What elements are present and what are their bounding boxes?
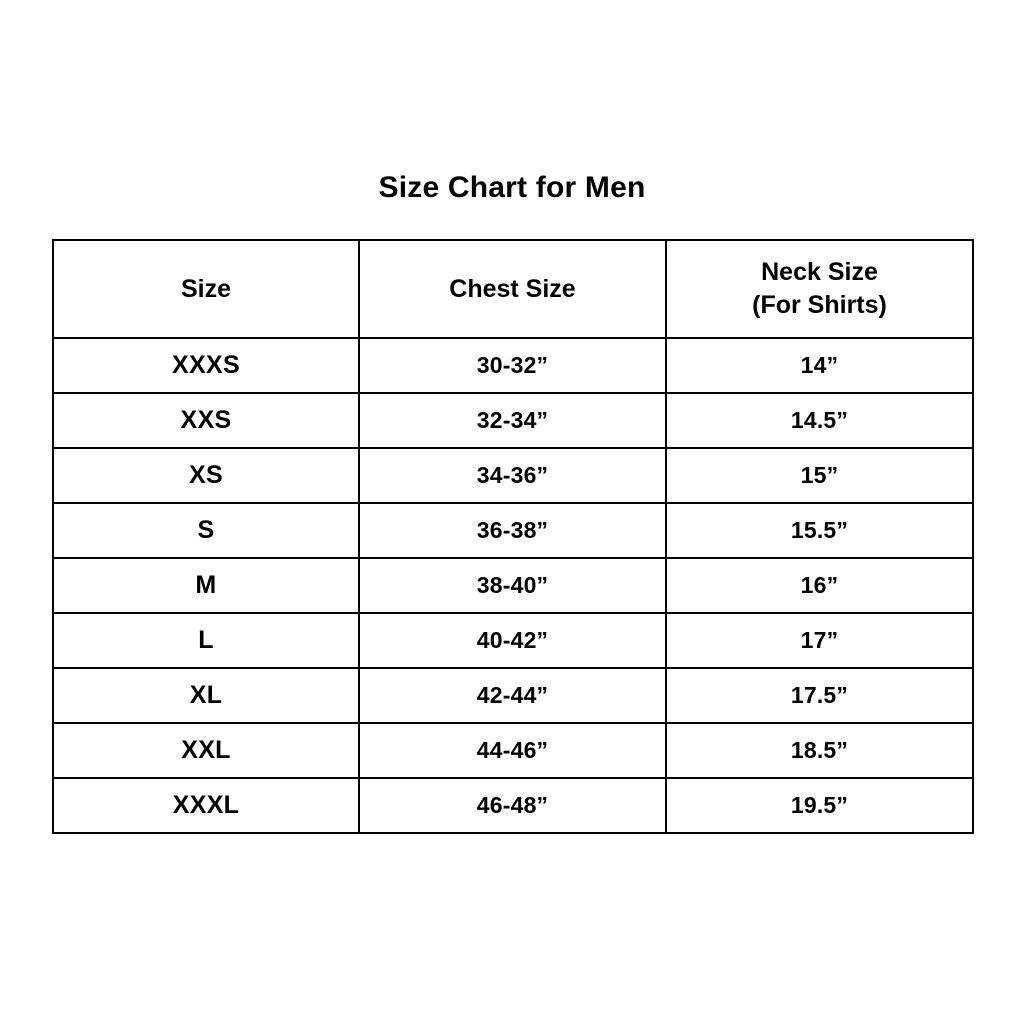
table-row: S 36-38” 15.5” xyxy=(52,502,974,559)
table-body: XXXS 30-32” 14” XXS 32-34” 14.5” XS 34-3… xyxy=(52,337,974,834)
cell-neck: 19.5” xyxy=(665,777,974,834)
column-header-neck-size-line-2: (For Shirts) xyxy=(752,291,887,319)
table-row: M 38-40” 16” xyxy=(52,557,974,614)
cell-size: XL xyxy=(52,667,360,724)
cell-neck: 15” xyxy=(665,447,974,504)
column-header-neck-size: Neck Size (For Shirts) xyxy=(665,239,974,339)
column-header-chest-size: Chest Size xyxy=(358,239,667,339)
column-header-size-line-1: Size xyxy=(180,274,232,303)
cell-chest: 30-32” xyxy=(358,337,667,394)
cell-size: L xyxy=(52,612,360,669)
cell-neck: 17.5” xyxy=(665,667,974,724)
cell-neck: 17” xyxy=(665,612,974,669)
column-header-chest-size-line-1: Chest Size xyxy=(449,274,576,303)
column-header-neck-size-line-1: Neck Size xyxy=(761,258,878,286)
cell-chest: 38-40” xyxy=(358,557,667,614)
cell-chest: 34-36” xyxy=(358,447,667,504)
cell-neck: 18.5” xyxy=(665,722,974,779)
cell-neck: 14.5” xyxy=(665,392,974,449)
table-row: XXL 44-46” 18.5” xyxy=(52,722,974,779)
table-row: XXXL 46-48” 19.5” xyxy=(52,777,974,834)
cell-chest: 36-38” xyxy=(358,502,667,559)
size-chart-table-container: Size Chest Size Neck Size (For Shirts) X… xyxy=(52,239,974,834)
cell-size: XXXS xyxy=(52,337,360,394)
cell-size: S xyxy=(52,502,360,559)
cell-size: M xyxy=(52,557,360,614)
table-header-row: Size Chest Size Neck Size (For Shirts) xyxy=(52,239,974,339)
cell-chest: 44-46” xyxy=(358,722,667,779)
cell-size: XXL xyxy=(52,722,360,779)
cell-chest: 40-42” xyxy=(358,612,667,669)
cell-neck: 15.5” xyxy=(665,502,974,559)
cell-size: XS xyxy=(52,447,360,504)
size-chart-table: Size Chest Size Neck Size (For Shirts) X… xyxy=(52,239,974,834)
table-row: XXXS 30-32” 14” xyxy=(52,337,974,394)
table-row: XL 42-44” 17.5” xyxy=(52,667,974,724)
page-title: Size Chart for Men xyxy=(378,171,646,204)
cell-chest: 46-48” xyxy=(358,777,667,834)
cell-size: XXXL xyxy=(52,777,360,834)
table-row: L 40-42” 17” xyxy=(52,612,974,669)
table-row: XS 34-36” 15” xyxy=(52,447,974,504)
cell-neck: 16” xyxy=(665,557,974,614)
column-header-size: Size xyxy=(52,239,360,339)
cell-chest: 32-34” xyxy=(358,392,667,449)
cell-neck: 14” xyxy=(665,337,974,394)
cell-chest: 42-44” xyxy=(358,667,667,724)
cell-size: XXS xyxy=(52,392,360,449)
table-row: XXS 32-34” 14.5” xyxy=(52,392,974,449)
